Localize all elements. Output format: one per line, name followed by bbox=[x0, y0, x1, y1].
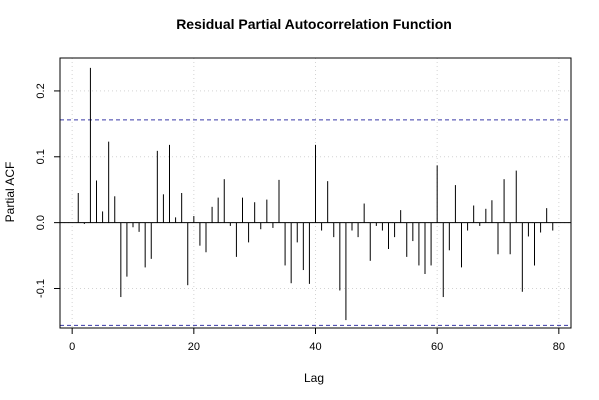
x-tick-label: 0 bbox=[69, 341, 75, 353]
y-tick-label: 0.0 bbox=[35, 215, 47, 230]
x-tick-label: 20 bbox=[188, 341, 200, 353]
x-tick-label: 40 bbox=[309, 341, 321, 353]
y-axis-label: Partial ACF bbox=[3, 162, 17, 223]
x-tick-label: 80 bbox=[553, 341, 565, 353]
y-axis: -0.1 0.0 0.1 0.2 bbox=[35, 83, 60, 298]
confidence-bands bbox=[60, 119, 571, 326]
grid bbox=[60, 58, 571, 328]
x-axis-label: Lag bbox=[304, 371, 324, 385]
y-tick-label: -0.1 bbox=[35, 279, 47, 298]
x-tick-label: 60 bbox=[431, 341, 443, 353]
y-tick-label: 0.2 bbox=[35, 83, 47, 98]
y-tick-label: 0.1 bbox=[35, 149, 47, 164]
chart-title: Residual Partial Autocorrelation Functio… bbox=[176, 16, 452, 32]
pacf-bars bbox=[77, 67, 554, 321]
x-axis: 0 20 40 60 80 bbox=[69, 328, 565, 353]
